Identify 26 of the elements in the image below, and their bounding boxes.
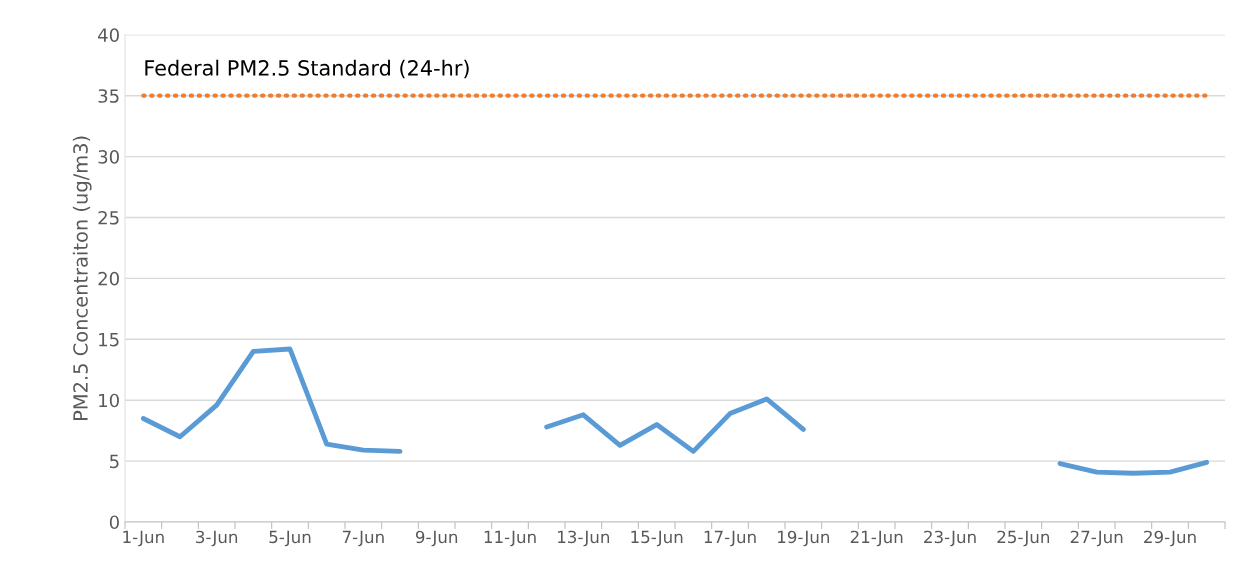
y-tick-label: 5: [110, 454, 119, 469]
x-tick-label: 1-Jun: [123, 530, 164, 547]
x-tick-label: 21-Jun: [850, 530, 903, 547]
y-tick-label: 25: [98, 210, 119, 225]
x-tick-label: 17-Jun: [704, 530, 756, 547]
x-tick-label: 13-Jun: [558, 530, 610, 547]
y-tick-label: 30: [98, 150, 119, 164]
x-tick-label: 23-Jun: [924, 530, 976, 547]
y-tick-label: 15: [99, 333, 119, 347]
y-tick-label: 0: [109, 515, 119, 530]
x-tick-label: 5-Jun: [269, 530, 311, 547]
x-tick-label: 7-Jun: [342, 530, 384, 547]
y-tick-label: 35: [98, 89, 119, 103]
x-tick-label: 29-Jun: [1144, 530, 1196, 547]
y-tick-label: 10: [99, 393, 119, 408]
ref-line-label: Federal PM2.5 Standard (24-hr): [145, 59, 469, 79]
y-tick-label: 40: [98, 28, 119, 42]
x-tick-label: 9-Jun: [415, 530, 458, 547]
x-tick-label: 3-Jun: [196, 530, 238, 547]
y-axis-title: PM2.5 Concentraiton (ug/m3): [72, 136, 92, 421]
x-tick-label: 15-Jun: [631, 530, 683, 547]
x-tick-label: 11-Jun: [484, 530, 536, 547]
x-tick-label: 25-Jun: [997, 530, 1050, 547]
x-tick-label: 27-Jun: [1070, 530, 1123, 547]
x-tick-label: 19-Jun: [778, 530, 830, 547]
y-tick-label: 20: [98, 271, 119, 286]
